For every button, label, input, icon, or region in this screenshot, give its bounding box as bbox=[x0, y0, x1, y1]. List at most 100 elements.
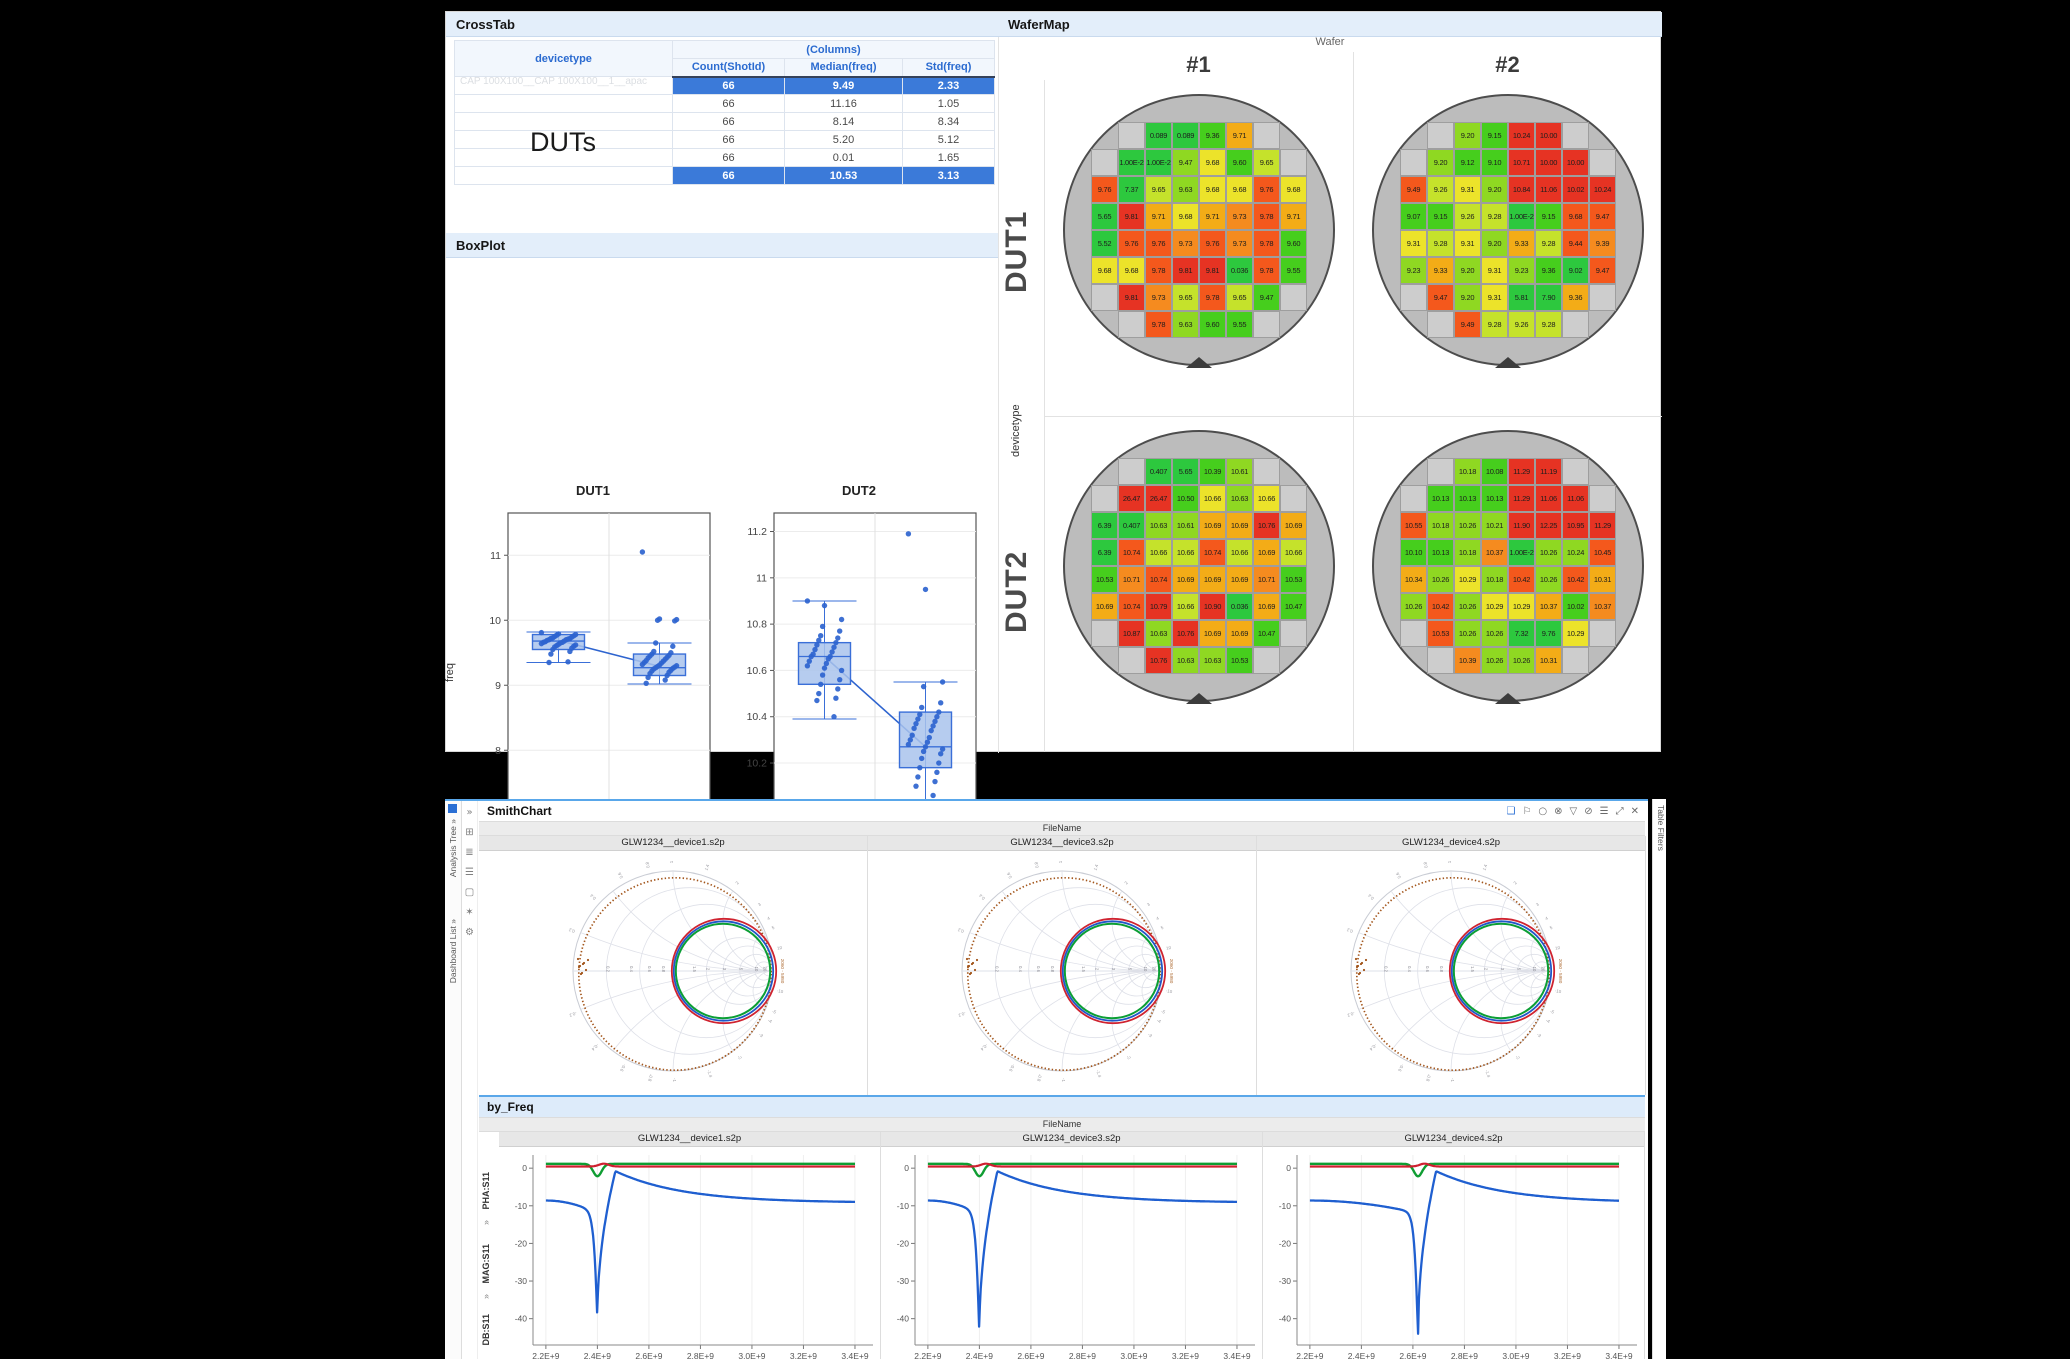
smith-s21-trace[interactable] bbox=[1452, 922, 1550, 1020]
wafer-cell[interactable]: 9.81 bbox=[1118, 284, 1145, 311]
chevrons-icon[interactable]: » bbox=[466, 807, 473, 818]
crosstab-row[interactable]: 66 8.14 8.34 bbox=[454, 112, 995, 131]
data-point[interactable] bbox=[819, 623, 826, 630]
wafer-cell[interactable]: 10.53 bbox=[1427, 620, 1454, 647]
wafer-cell[interactable]: 10.79 bbox=[1145, 593, 1172, 620]
devicetype-cell[interactable] bbox=[454, 76, 673, 95]
wafer-cell[interactable]: 9.68 bbox=[1118, 257, 1145, 284]
wafer-cell[interactable]: 9.81 bbox=[1118, 203, 1145, 230]
wafer-row-header-dut1[interactable]: DUT1 bbox=[1000, 210, 1033, 294]
data-point[interactable] bbox=[924, 739, 931, 745]
wafer-cell[interactable]: 9.76 bbox=[1091, 176, 1118, 203]
wafer-cell[interactable]: 9.39 bbox=[1589, 230, 1616, 257]
wafer-cell[interactable]: 10.71 bbox=[1118, 566, 1145, 593]
data-point[interactable] bbox=[915, 716, 921, 722]
devicetype-cell[interactable] bbox=[454, 166, 673, 185]
data-point[interactable] bbox=[938, 700, 944, 706]
mag-s11-curve[interactable] bbox=[545, 1162, 856, 1168]
data-point[interactable] bbox=[922, 586, 929, 593]
data-point[interactable] bbox=[664, 672, 670, 679]
wafer-cell[interactable] bbox=[1280, 149, 1307, 176]
filter-icon[interactable]: ▽ bbox=[1569, 805, 1578, 817]
wafer-cell[interactable]: 9.10 bbox=[1481, 149, 1508, 176]
data-point[interactable] bbox=[833, 695, 839, 701]
circle-x-icon[interactable]: ⊗ bbox=[1554, 805, 1563, 817]
devicetype-cell[interactable] bbox=[454, 94, 673, 113]
wafer-cell[interactable] bbox=[1118, 122, 1145, 149]
slash-icon[interactable]: ⊘ bbox=[1584, 805, 1593, 817]
wafer-cell[interactable]: 1.00E-2 bbox=[1118, 149, 1145, 176]
wafer-cell[interactable]: 10.02 bbox=[1562, 593, 1589, 620]
data-point[interactable] bbox=[670, 643, 676, 649]
data-point[interactable] bbox=[919, 704, 925, 711]
data-point[interactable] bbox=[814, 697, 820, 704]
wafer-cell[interactable]: 10.69 bbox=[1253, 539, 1280, 566]
crosstab-value[interactable]: 66 bbox=[672, 148, 785, 167]
wafer-cell[interactable]: 9.36 bbox=[1199, 122, 1226, 149]
data-point[interactable] bbox=[913, 720, 919, 727]
data-point[interactable] bbox=[829, 649, 835, 655]
wafer-cell[interactable]: 9.65 bbox=[1226, 284, 1253, 311]
wafer-cell[interactable]: 9.71 bbox=[1199, 203, 1226, 230]
wafer-cell[interactable]: 10.24 bbox=[1562, 539, 1589, 566]
wafer-cell[interactable]: 9.76 bbox=[1199, 230, 1226, 257]
wafer-cell[interactable]: 10.47 bbox=[1280, 593, 1307, 620]
wafer-cell[interactable] bbox=[1253, 311, 1280, 338]
data-point[interactable] bbox=[567, 648, 573, 655]
wafer-cell[interactable]: 10.00 bbox=[1535, 122, 1562, 149]
wafer-cell[interactable]: 10.26 bbox=[1454, 593, 1481, 620]
wafer-row-header-dut2[interactable]: DUT2 bbox=[1000, 550, 1033, 634]
wafer-cell[interactable]: 10.26 bbox=[1454, 512, 1481, 539]
wafer-cell[interactable]: 9.28 bbox=[1535, 311, 1562, 338]
wafer-cell[interactable]: 10.90 bbox=[1199, 593, 1226, 620]
smith-s21-trace[interactable] bbox=[1063, 922, 1161, 1020]
wafer-cell[interactable]: 11.19 bbox=[1535, 458, 1562, 485]
pha-s11-curve[interactable] bbox=[545, 1162, 856, 1178]
wafer-cell[interactable]: 10.10 bbox=[1400, 539, 1427, 566]
wafer-cell[interactable]: 9.26 bbox=[1508, 311, 1535, 338]
wafer-cell[interactable]: 10.76 bbox=[1253, 512, 1280, 539]
wafer-cell[interactable]: 10.39 bbox=[1199, 458, 1226, 485]
wafer-cell[interactable]: 10.50 bbox=[1172, 485, 1199, 512]
data-point[interactable] bbox=[808, 653, 814, 660]
wafer-cell[interactable]: 7.32 bbox=[1508, 620, 1535, 647]
box[interactable] bbox=[898, 711, 953, 769]
wafer-cell[interactable] bbox=[1253, 647, 1280, 674]
wafer-cell[interactable]: 9.78 bbox=[1253, 203, 1280, 230]
wafer-col-header-1[interactable]: #1 bbox=[1186, 52, 1211, 77]
wafer-cell[interactable]: 10.13 bbox=[1427, 485, 1454, 512]
menu-icon[interactable]: ☰ bbox=[1599, 805, 1609, 817]
wafer-cell[interactable]: 10.26 bbox=[1400, 593, 1427, 620]
wafer-cell[interactable]: 10.42 bbox=[1562, 566, 1589, 593]
wafer-cell[interactable]: 10.47 bbox=[1253, 620, 1280, 647]
wafer-cell[interactable]: 10.26 bbox=[1535, 566, 1562, 593]
data-point[interactable] bbox=[838, 616, 845, 623]
wafer-cell[interactable]: 10.37 bbox=[1589, 593, 1616, 620]
mag-s11-curve[interactable] bbox=[1309, 1162, 1620, 1168]
data-point[interactable] bbox=[804, 598, 811, 604]
wafer-cell[interactable]: 9.07 bbox=[1400, 203, 1427, 230]
wafer-cell[interactable] bbox=[1589, 284, 1616, 311]
wafer-cell[interactable]: 9.20 bbox=[1427, 149, 1454, 176]
wafer-cell[interactable]: 10.63 bbox=[1226, 485, 1253, 512]
data-point[interactable] bbox=[654, 617, 661, 623]
wafer-cell[interactable]: 10.69 bbox=[1226, 512, 1253, 539]
data-point[interactable] bbox=[835, 635, 841, 641]
wafer-cell[interactable]: 10.84 bbox=[1508, 176, 1535, 203]
wafer-cell[interactable]: 10.71 bbox=[1508, 149, 1535, 176]
wafer-cell[interactable]: 11.06 bbox=[1535, 176, 1562, 203]
data-point[interactable] bbox=[920, 683, 927, 690]
wafer-cell[interactable]: 9.20 bbox=[1481, 230, 1508, 257]
crosstab-row[interactable]: 66 0.01 1.65 bbox=[454, 148, 995, 167]
data-point[interactable] bbox=[814, 642, 820, 648]
data-point[interactable] bbox=[905, 741, 912, 748]
wafer-cell[interactable]: 7.37 bbox=[1118, 176, 1145, 203]
wafer-cell[interactable]: 9.68 bbox=[1199, 149, 1226, 176]
devicetype-cell[interactable] bbox=[454, 130, 673, 149]
wafer-cell[interactable]: 9.78 bbox=[1199, 284, 1226, 311]
wafer-cell[interactable]: 10.42 bbox=[1508, 566, 1535, 593]
col-header-count[interactable]: Count(ShotId) bbox=[672, 58, 785, 78]
wafer-cell[interactable]: 12.25 bbox=[1535, 512, 1562, 539]
wafer-cell[interactable]: 9.68 bbox=[1562, 203, 1589, 230]
wafer-cell[interactable]: 9.15 bbox=[1427, 203, 1454, 230]
